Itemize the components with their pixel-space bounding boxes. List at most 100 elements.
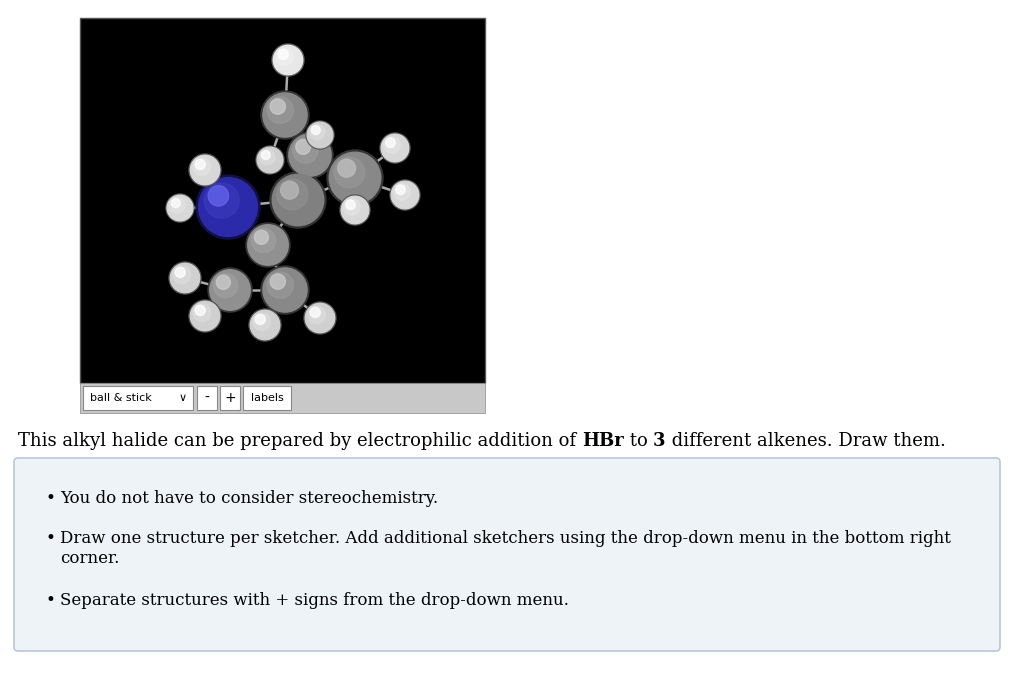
Circle shape (263, 268, 307, 312)
Circle shape (344, 199, 360, 215)
Circle shape (255, 314, 265, 324)
Text: ∨: ∨ (179, 393, 187, 403)
Circle shape (309, 125, 325, 140)
Circle shape (306, 121, 334, 149)
Bar (80, 383, 485, 413)
Circle shape (199, 177, 257, 236)
Circle shape (330, 152, 381, 204)
Circle shape (175, 267, 185, 278)
Circle shape (276, 48, 294, 66)
Text: 3: 3 (653, 432, 666, 450)
Circle shape (263, 93, 307, 137)
Circle shape (279, 49, 289, 60)
Circle shape (173, 266, 190, 284)
FancyBboxPatch shape (14, 458, 1000, 651)
Circle shape (334, 157, 365, 188)
Bar (80, 18, 485, 383)
Circle shape (259, 150, 274, 165)
Bar (243, 386, 291, 410)
Circle shape (272, 174, 324, 225)
Circle shape (189, 300, 221, 332)
Circle shape (305, 303, 335, 332)
Circle shape (213, 274, 238, 298)
Circle shape (338, 159, 355, 177)
Circle shape (384, 137, 400, 153)
Circle shape (254, 230, 268, 244)
Circle shape (386, 138, 395, 148)
Circle shape (327, 150, 383, 206)
Text: to: to (624, 432, 653, 450)
Circle shape (390, 180, 420, 210)
Text: This alkyl halide can be prepared by electrophilic addition of: This alkyl halide can be prepared by ele… (18, 432, 582, 450)
Circle shape (196, 159, 206, 169)
Circle shape (395, 185, 406, 194)
Circle shape (270, 99, 286, 114)
Bar (220, 386, 240, 410)
Circle shape (210, 269, 250, 310)
Circle shape (196, 305, 206, 315)
Circle shape (249, 309, 281, 341)
Circle shape (281, 181, 299, 199)
Circle shape (272, 44, 304, 76)
Circle shape (307, 122, 333, 148)
Text: +: + (224, 391, 236, 405)
Circle shape (381, 134, 409, 162)
Circle shape (193, 304, 211, 322)
Circle shape (252, 229, 275, 253)
Circle shape (250, 310, 280, 340)
Circle shape (216, 276, 230, 289)
Circle shape (196, 175, 260, 239)
Circle shape (261, 150, 270, 160)
Circle shape (340, 195, 370, 225)
Circle shape (308, 306, 326, 324)
Circle shape (287, 132, 333, 178)
Circle shape (341, 196, 369, 224)
Circle shape (270, 172, 326, 228)
Bar (83, 386, 193, 410)
Circle shape (293, 137, 318, 163)
Circle shape (391, 181, 419, 209)
Text: labels: labels (251, 393, 284, 403)
Text: different alkenes. Draw them.: different alkenes. Draw them. (666, 432, 945, 450)
Circle shape (270, 274, 286, 289)
Circle shape (261, 266, 309, 314)
Text: •: • (46, 490, 56, 507)
Text: Draw one structure per sketcher. Add additional sketchers using the drop-down me: Draw one structure per sketcher. Add add… (60, 530, 951, 567)
Circle shape (208, 185, 228, 206)
Circle shape (204, 183, 240, 218)
Circle shape (257, 147, 283, 173)
Text: -: - (205, 391, 210, 405)
Circle shape (170, 263, 200, 292)
Circle shape (278, 179, 308, 210)
Circle shape (253, 313, 270, 330)
Circle shape (267, 97, 294, 123)
Circle shape (246, 223, 290, 267)
Circle shape (304, 302, 336, 334)
Circle shape (169, 262, 201, 294)
Text: •: • (46, 530, 56, 547)
Circle shape (170, 198, 185, 213)
Circle shape (346, 200, 355, 210)
Circle shape (310, 307, 321, 318)
Circle shape (189, 154, 221, 186)
Text: Separate structures with + signs from the drop-down menu.: Separate structures with + signs from th… (60, 592, 569, 609)
Circle shape (311, 126, 321, 135)
Text: •: • (46, 592, 56, 609)
Circle shape (166, 194, 194, 222)
Circle shape (394, 183, 411, 200)
Circle shape (190, 155, 220, 185)
Circle shape (248, 225, 288, 265)
Circle shape (208, 268, 252, 312)
Text: HBr: HBr (582, 432, 624, 450)
Circle shape (267, 272, 294, 299)
Circle shape (256, 146, 284, 174)
Circle shape (273, 45, 303, 74)
Circle shape (193, 158, 211, 175)
Bar (197, 386, 217, 410)
Circle shape (190, 301, 220, 331)
Text: ball & stick: ball & stick (90, 393, 152, 403)
Circle shape (289, 134, 331, 176)
Circle shape (167, 195, 193, 221)
Circle shape (296, 139, 310, 154)
Text: You do not have to consider stereochemistry.: You do not have to consider stereochemis… (60, 490, 438, 507)
